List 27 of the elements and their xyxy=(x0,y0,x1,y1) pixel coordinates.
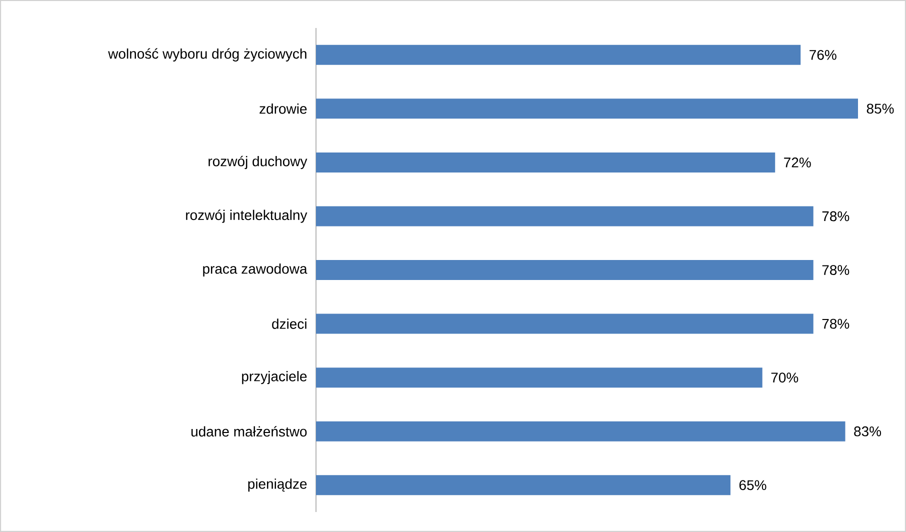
data-label: 70% xyxy=(771,372,798,383)
y-tick-label: dzieci xyxy=(272,318,306,329)
y-tick-label: zdrowie xyxy=(260,104,307,114)
bar xyxy=(316,260,814,280)
data-label: 76% xyxy=(810,50,836,60)
bar xyxy=(316,475,730,496)
data-label: 78% xyxy=(822,211,850,222)
y-tick-label: przyjaciele xyxy=(242,371,307,384)
y-tick-label: rozwój duchowy xyxy=(208,156,308,170)
data-label: 78% xyxy=(822,265,850,275)
data-label: 83% xyxy=(854,426,882,436)
y-tick-label: praca zawodowa xyxy=(203,263,308,277)
y-tick-label: pieniądze xyxy=(248,478,307,492)
data-label: 85% xyxy=(866,104,894,114)
data-label: 65% xyxy=(739,480,766,490)
y-tick-label: wolność wyboru dróg życiowych xyxy=(108,48,306,62)
bar xyxy=(316,206,814,226)
data-label: 72% xyxy=(784,158,811,168)
bar xyxy=(316,98,858,119)
bar xyxy=(316,314,814,334)
bar xyxy=(316,152,776,172)
y-tick-label: udane małżeństwo xyxy=(191,426,307,437)
bar xyxy=(316,421,846,442)
bar xyxy=(316,44,801,65)
data-label: 78% xyxy=(822,318,850,329)
y-tick-label: rozwój intelektualny xyxy=(186,210,308,223)
bar xyxy=(316,368,762,388)
